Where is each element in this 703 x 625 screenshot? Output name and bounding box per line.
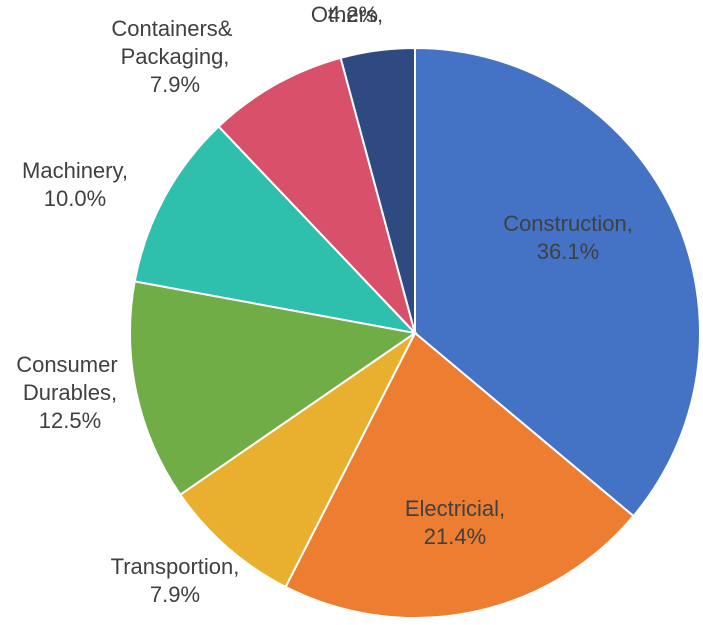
pie-slice xyxy=(133,125,418,335)
pie-slice xyxy=(217,56,416,334)
slice-label: Consumer Durables, xyxy=(16,352,124,405)
slice-value-label: 12.5% xyxy=(39,408,101,433)
slice-label: Containers& Packaging, xyxy=(111,16,238,69)
pie-slice xyxy=(129,280,418,497)
pie-slice xyxy=(284,331,635,619)
pie-slice xyxy=(339,46,416,334)
pie-slice xyxy=(178,332,416,589)
slice-value-label: 7.9% xyxy=(150,72,200,97)
slice-label: Machinery, xyxy=(22,158,128,183)
slice-label: Transportion, xyxy=(111,554,240,579)
slice-value-label: 4.2% xyxy=(328,2,378,27)
slice-value-label: 10.0% xyxy=(44,186,106,211)
slice-value-label: 36.1% xyxy=(537,239,599,264)
slice-label: Others, xyxy=(311,2,383,27)
pie-slice xyxy=(414,46,701,518)
slice-label: Construction, xyxy=(503,211,633,236)
slice-label: Electricial, xyxy=(405,496,505,521)
slice-value-label: 21.4% xyxy=(424,524,486,549)
slice-value-label: 7.9% xyxy=(150,582,200,607)
